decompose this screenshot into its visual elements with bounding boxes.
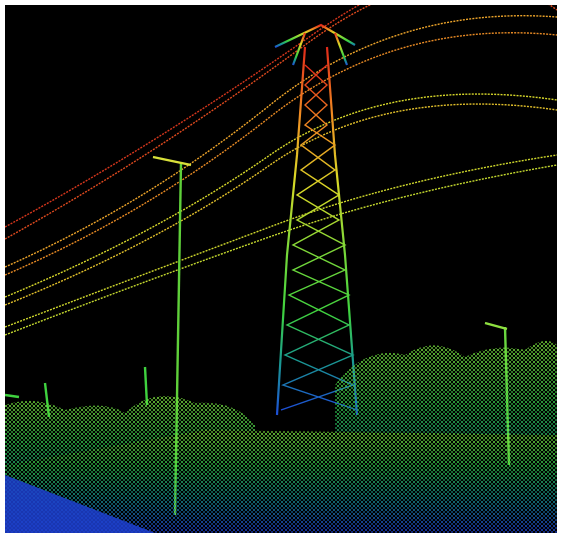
lidar-point-cloud-image bbox=[5, 5, 557, 533]
ground-foreground bbox=[5, 475, 155, 533]
power-lines bbox=[5, 5, 557, 336]
transmission-tower bbox=[255, 23, 375, 416]
lidar-image-frame bbox=[5, 5, 557, 533]
vegetation-point-cloud bbox=[5, 341, 557, 533]
